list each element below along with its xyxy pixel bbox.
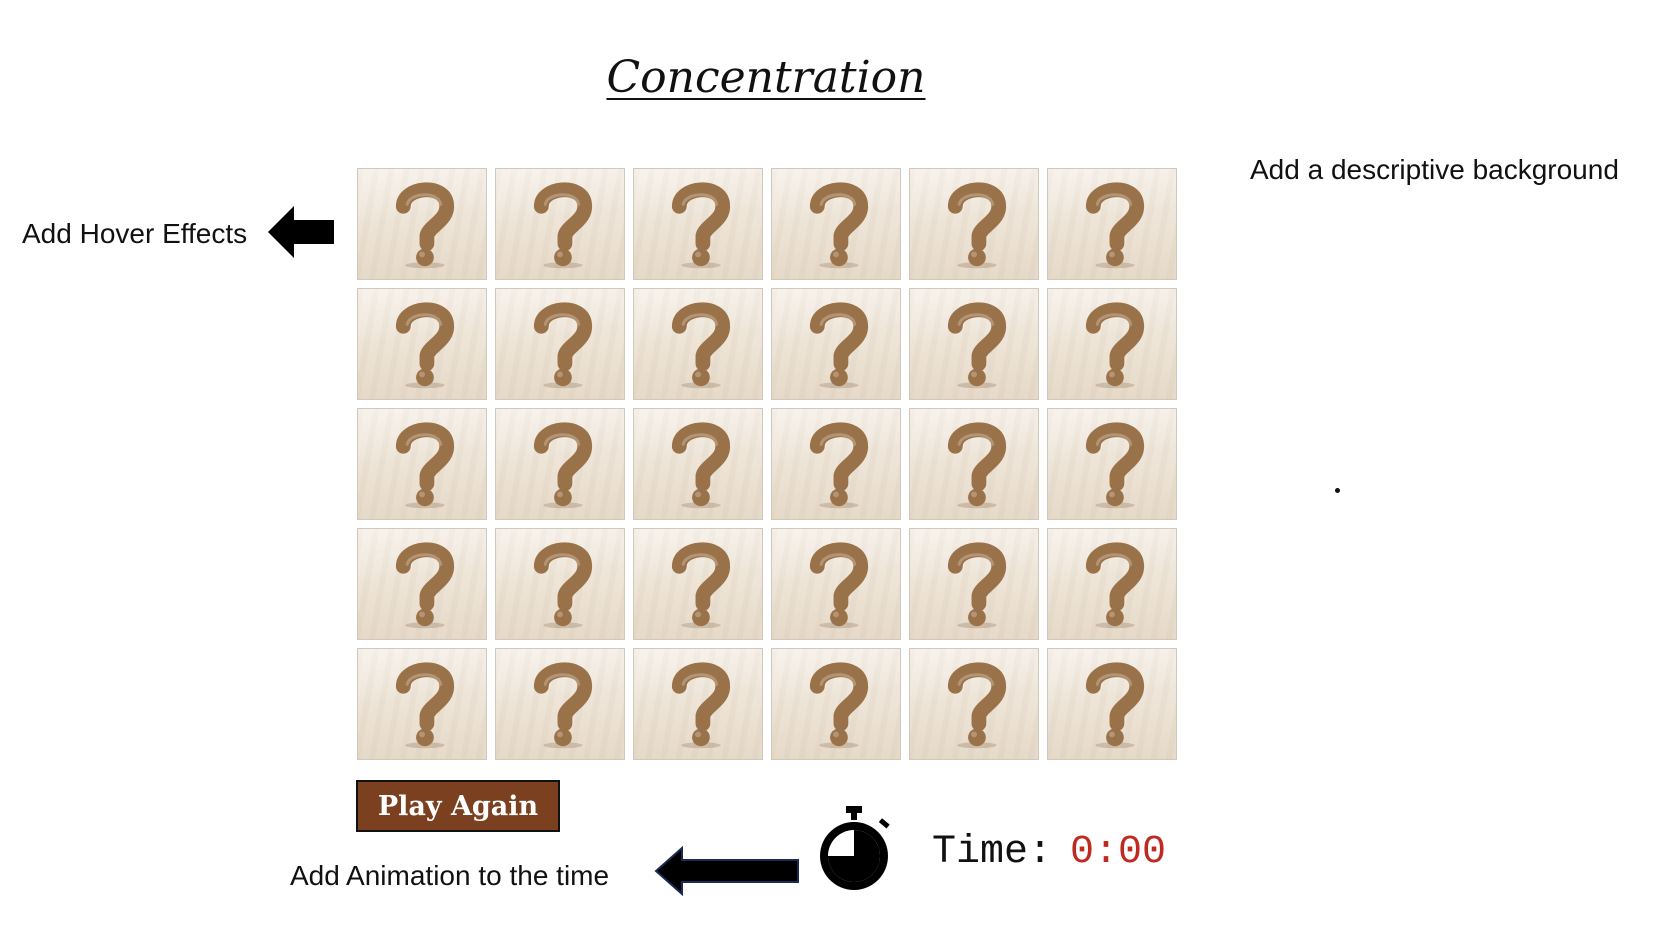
memory-card[interactable] — [495, 168, 625, 280]
memory-card[interactable] — [357, 408, 487, 520]
memory-card[interactable] — [1047, 528, 1177, 640]
memory-card[interactable] — [495, 648, 625, 760]
memory-card[interactable] — [357, 648, 487, 760]
play-again-button[interactable]: Play Again — [356, 780, 560, 832]
memory-card[interactable] — [771, 288, 901, 400]
memory-card[interactable] — [909, 648, 1039, 760]
left-arrow-icon — [654, 846, 799, 896]
memory-card[interactable] — [357, 288, 487, 400]
memory-card[interactable] — [357, 528, 487, 640]
memory-card[interactable] — [1047, 288, 1177, 400]
memory-card[interactable] — [909, 288, 1039, 400]
memory-card[interactable] — [633, 408, 763, 520]
hover-effects-note: Add Hover Effects — [22, 218, 248, 249]
memory-card[interactable] — [633, 288, 763, 400]
memory-card[interactable] — [1047, 168, 1177, 280]
card-grid — [357, 168, 1177, 760]
memory-card[interactable] — [1047, 408, 1177, 520]
left-arrow-icon — [268, 206, 334, 258]
memory-card[interactable] — [633, 528, 763, 640]
memory-card[interactable] — [909, 168, 1039, 280]
background-note: Add a descriptive background — [1250, 154, 1619, 185]
stopwatch-icon — [820, 806, 890, 890]
memory-card[interactable] — [771, 168, 901, 280]
memory-card[interactable] — [495, 288, 625, 400]
timer-label: Time: — [932, 830, 1053, 875]
timer-value: 0:00 — [1070, 830, 1167, 875]
memory-card[interactable] — [909, 408, 1039, 520]
animation-note: Add Animation to the time — [290, 860, 610, 891]
page-title: Concentration — [606, 52, 926, 103]
timer-display: Time: 0:00 — [932, 830, 1166, 875]
memory-card[interactable] — [357, 168, 487, 280]
memory-card[interactable] — [771, 648, 901, 760]
memory-card[interactable] — [771, 408, 901, 520]
memory-card[interactable] — [633, 648, 763, 760]
memory-card[interactable] — [909, 528, 1039, 640]
memory-card[interactable] — [771, 528, 901, 640]
memory-card[interactable] — [495, 528, 625, 640]
memory-card[interactable] — [633, 168, 763, 280]
stray-dot — [1335, 488, 1340, 493]
memory-card[interactable] — [1047, 648, 1177, 760]
memory-card[interactable] — [495, 408, 625, 520]
